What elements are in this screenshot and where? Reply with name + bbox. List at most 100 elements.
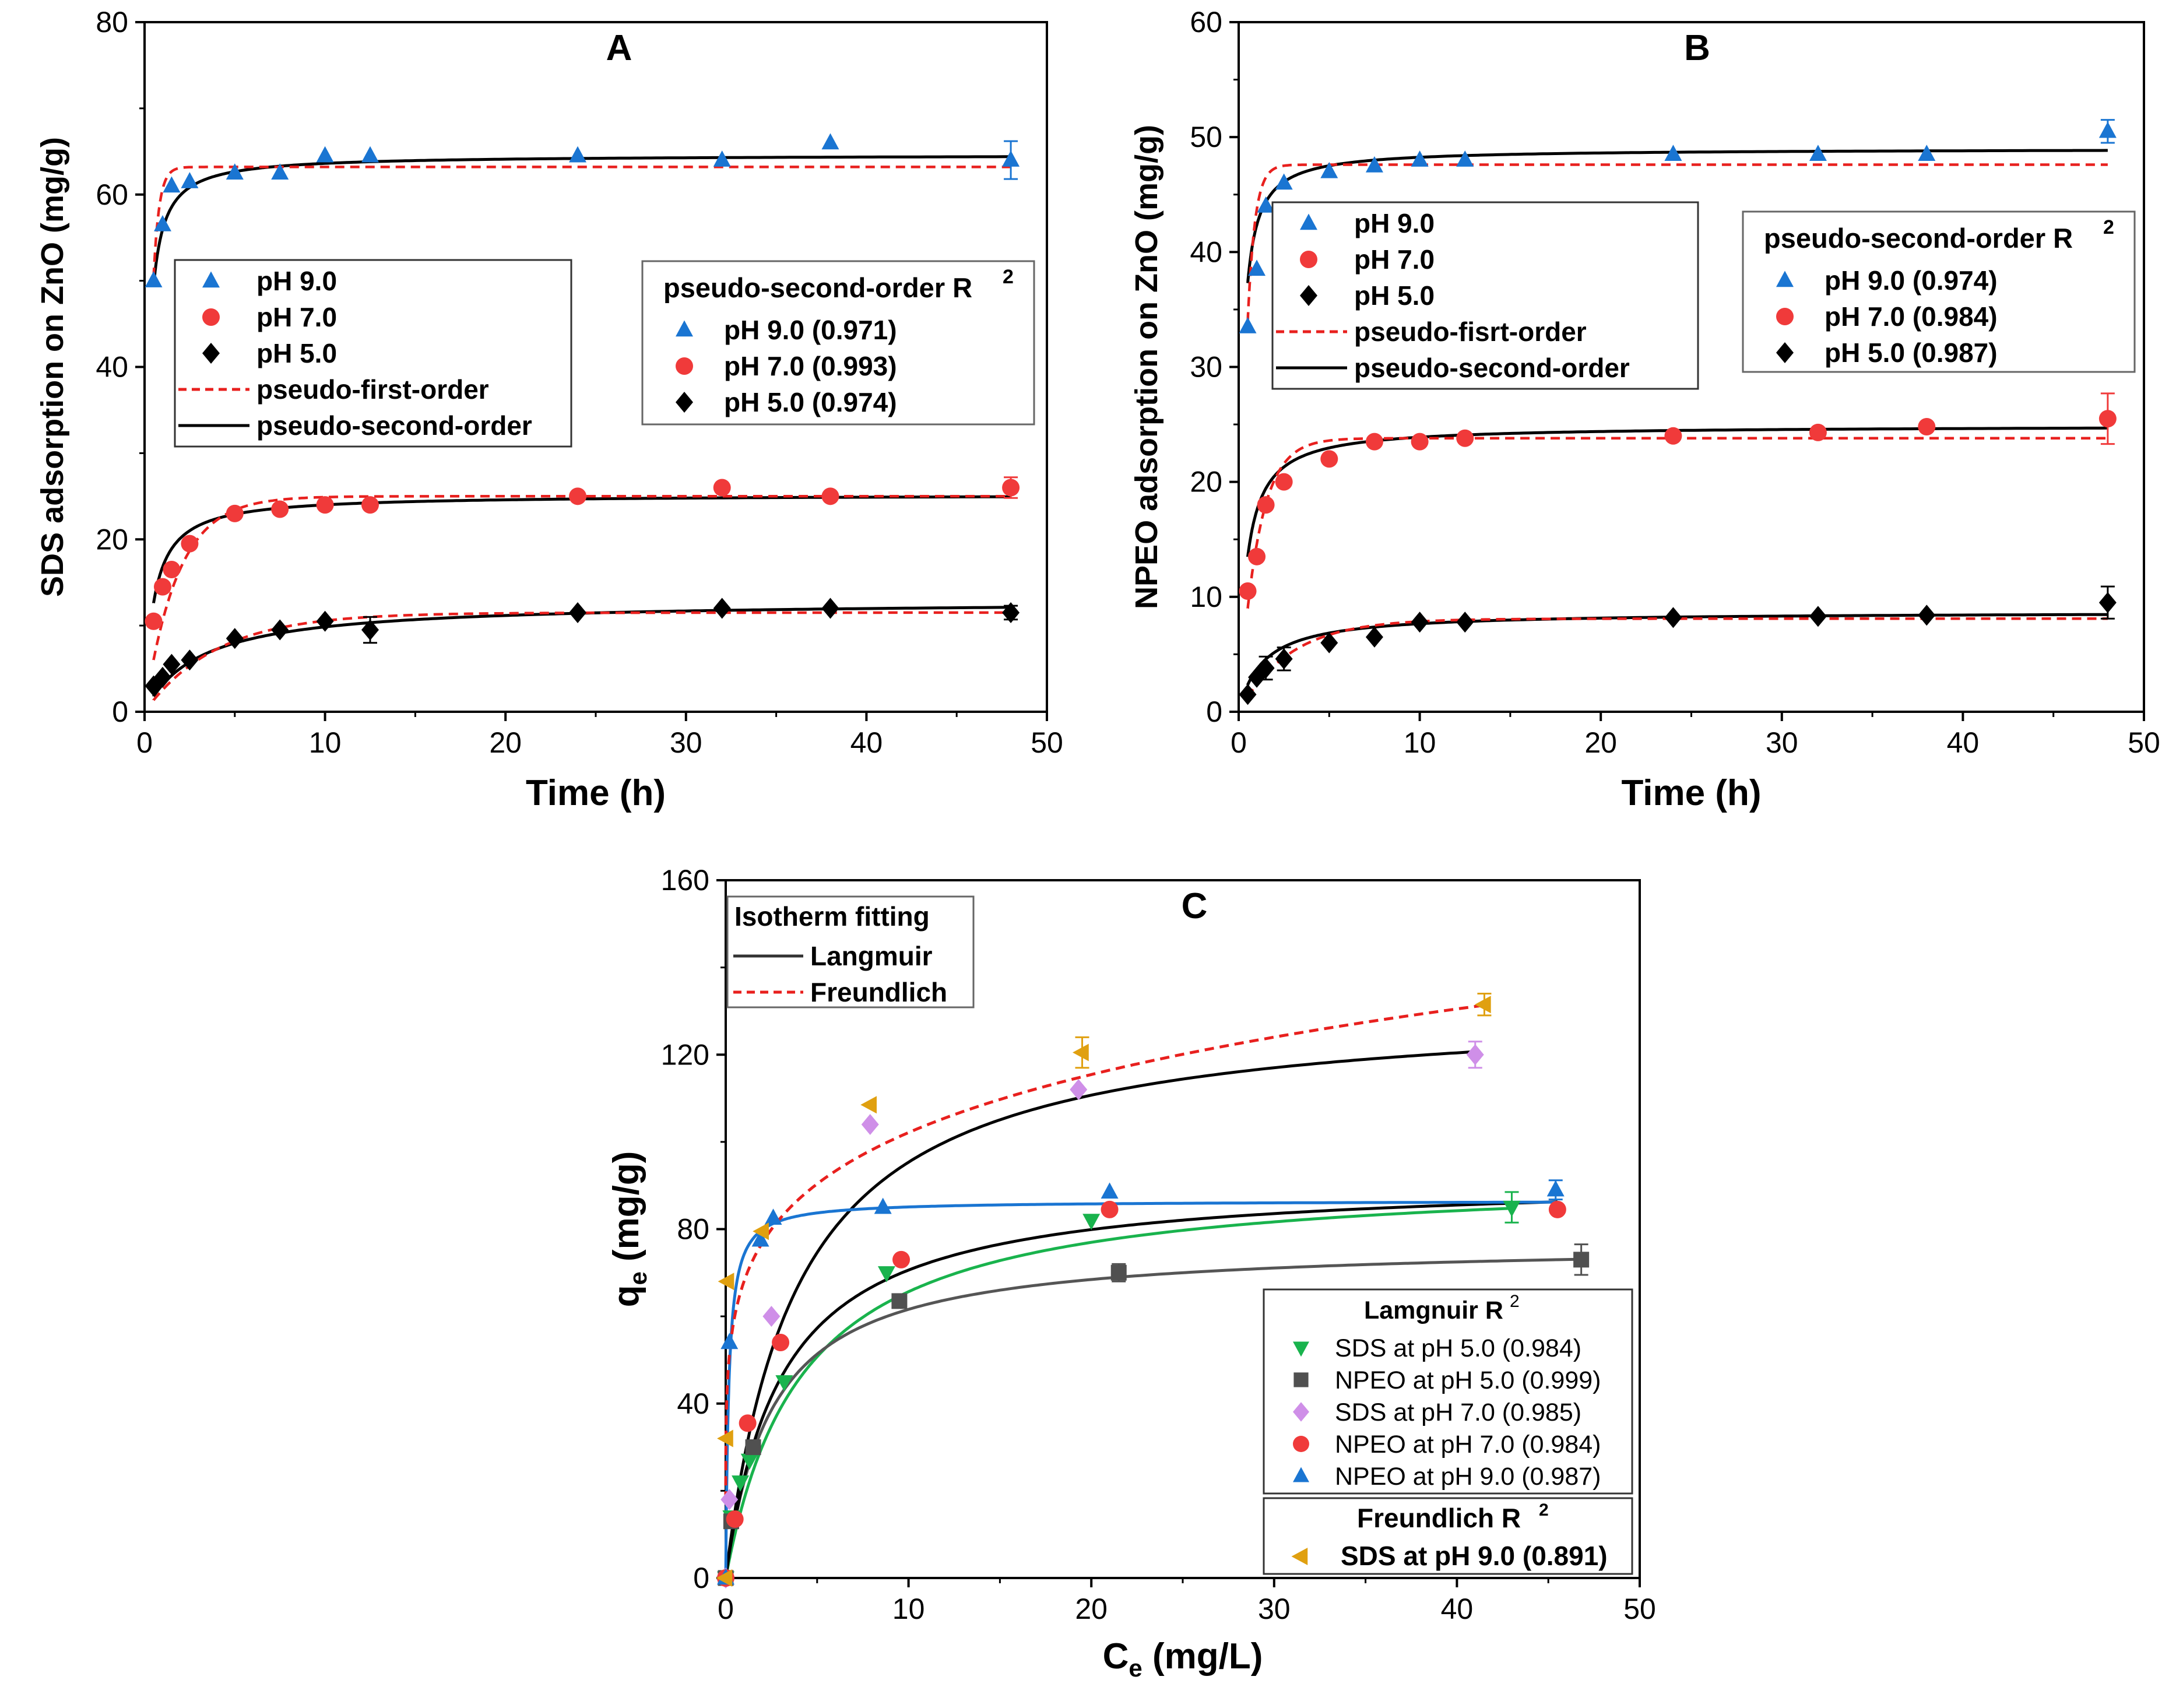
data-point: [861, 1113, 879, 1135]
data-point: [181, 535, 199, 553]
data-point: [1070, 1079, 1088, 1101]
data-point: [1239, 582, 1257, 600]
data-point: [1101, 1200, 1119, 1218]
r2-legend-box: [1742, 210, 2136, 373]
y-tick-label: 50: [1190, 121, 1222, 153]
data-point: [1320, 450, 1338, 468]
data-point: [1918, 145, 1936, 161]
data-point: [1548, 1200, 1566, 1218]
r2-legend-swatch: [1776, 342, 1794, 363]
data-point: [1664, 427, 1682, 445]
data-point: [762, 1306, 781, 1327]
data-point: [226, 504, 244, 522]
panel-letter: B: [1684, 28, 1710, 68]
x-axis-title: Ce (mg/L): [1103, 1636, 1263, 1682]
data-point: [1918, 418, 1936, 436]
x-tick-label: 20: [1584, 726, 1617, 759]
data-point: [1411, 433, 1429, 451]
data-point: [1503, 1200, 1521, 1217]
data-point: [1664, 145, 1682, 161]
data-point: [716, 1569, 733, 1587]
y-tick-label: 0: [112, 695, 128, 728]
x-tick-label: 10: [309, 726, 342, 759]
data-point: [713, 150, 731, 167]
data-point: [1239, 317, 1257, 333]
r2-legend-label: pH 9.0 (0.974): [1825, 265, 1998, 296]
r2-legend-label: pH 7.0 (0.993): [724, 351, 897, 381]
x-tick-label: 50: [1031, 726, 1063, 759]
r2-legend-label: pH 5.0 (0.987): [1825, 338, 1998, 368]
pso-fit-curve: [152, 495, 1011, 604]
langmuir-legend-swatch: [1293, 1467, 1309, 1482]
data-point: [181, 649, 199, 671]
data-point: [1101, 1182, 1119, 1199]
r2-legend-title: pseudo-second-order R: [663, 272, 972, 303]
data-point: [569, 602, 587, 623]
legend-label: pH 5.0: [1354, 280, 1435, 311]
y-axis-subscript: e: [624, 1271, 652, 1285]
data-point: [1110, 1264, 1127, 1281]
data-point: [1456, 150, 1474, 167]
freundlich-fit-curve: [724, 1003, 1485, 1501]
data-point: [1918, 605, 1936, 626]
data-point: [1002, 479, 1020, 497]
x-tick-label: 0: [136, 726, 153, 759]
x-tick-label: 10: [1404, 726, 1436, 759]
r2-legend-superscript: 2: [1003, 266, 1014, 288]
data-point: [1275, 473, 1293, 491]
data-point: [877, 1266, 895, 1282]
data-point: [1546, 1180, 1565, 1197]
y-tick-label: 0: [693, 1562, 709, 1594]
legend-label: pseudo-second-order: [256, 410, 532, 441]
data-point: [153, 215, 171, 231]
x-tick-label: 40: [1947, 726, 1980, 759]
pfo-fit-curve: [152, 495, 1011, 660]
y-tick-label: 20: [1190, 466, 1222, 498]
x-tick-label: 10: [892, 1593, 925, 1625]
r2-legend-label: pH 5.0 (0.974): [724, 387, 897, 417]
data-point: [726, 1510, 744, 1528]
data-point: [569, 487, 587, 505]
data-point: [226, 163, 244, 180]
fit-legend-title: Isotherm fitting: [734, 901, 930, 932]
data-point: [821, 598, 839, 619]
x-axis-title: Time (h): [1622, 773, 1762, 813]
data-point: [1002, 602, 1020, 623]
data-point: [1456, 429, 1474, 447]
r2-legend-swatch: [676, 357, 693, 375]
pso-fit-curve: [152, 606, 1011, 698]
data-point: [361, 619, 379, 641]
data-point: [740, 1453, 758, 1470]
data-point: [163, 176, 181, 193]
data-point: [2098, 592, 2117, 613]
r2-legend-title: pseudo-second-order R: [1764, 223, 2073, 254]
legend-label: pH 9.0: [1354, 208, 1435, 238]
data-point: [1073, 1043, 1089, 1062]
data-point: [1456, 611, 1474, 633]
data-point: [1466, 1044, 1484, 1066]
pfo-fit-curve: [152, 166, 1011, 277]
legend-box: [1271, 201, 1699, 390]
legend-label: pseudo-first-order: [256, 374, 489, 405]
data-point: [145, 271, 163, 287]
data-point: [145, 612, 163, 630]
y-tick-label: 10: [1190, 581, 1222, 613]
legend-label: pseudo-second-order: [1354, 353, 1630, 383]
langmuir-legend-label: NPEO at pH 7.0 (0.984): [1335, 1431, 1601, 1459]
data-point: [745, 1439, 761, 1456]
data-point: [153, 666, 171, 688]
data-point: [821, 133, 839, 150]
data-point: [891, 1293, 908, 1309]
panel-letter: C: [1182, 886, 1208, 926]
data-point: [717, 1429, 733, 1447]
r2-legend-swatch: [676, 392, 693, 413]
y-tick-label: 40: [677, 1387, 709, 1420]
r2-legend-label: pH 7.0 (0.984): [1825, 301, 1998, 332]
fit-legend-box: [726, 895, 975, 1008]
x-tick-label: 40: [1441, 1593, 1474, 1625]
legend-label: pH 7.0: [1354, 244, 1435, 275]
legend-box: [174, 259, 572, 448]
freundlich-legend-swatch: [1291, 1548, 1308, 1565]
langmuir-legend-swatch: [1293, 1341, 1309, 1357]
data-point: [1257, 658, 1275, 679]
